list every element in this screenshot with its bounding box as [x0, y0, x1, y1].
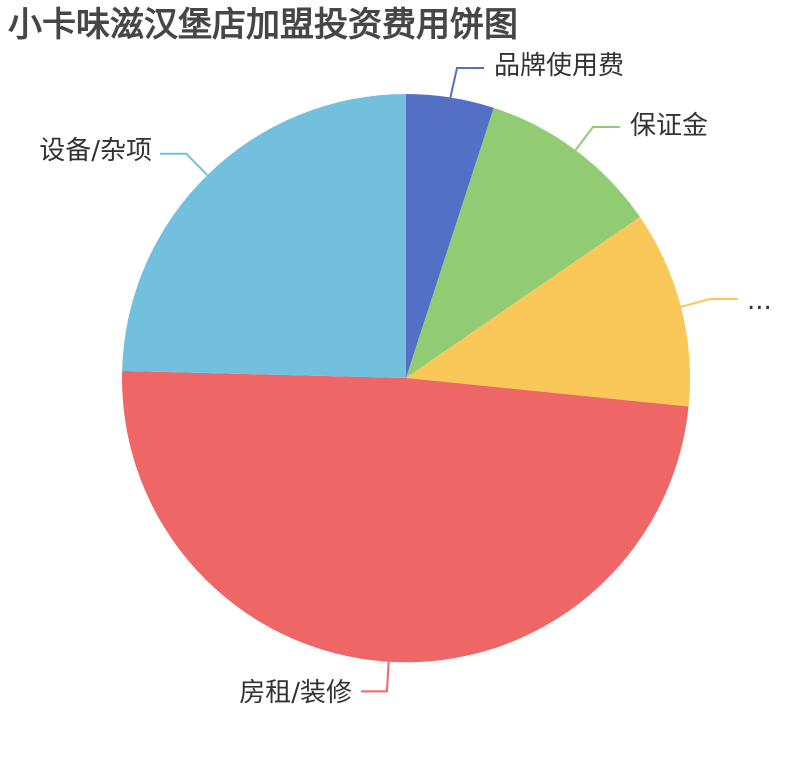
label-line [361, 661, 390, 693]
label-line [449, 67, 484, 98]
label-line [574, 126, 620, 151]
slice-label: 房租/装修 [239, 678, 352, 708]
pie-slice[interactable] [406, 107, 640, 379]
slice-label: 设备/杂项 [39, 136, 152, 166]
label-line [160, 152, 209, 176]
chart-title: 小卡味滋汉堡店加盟投资费用饼图 [8, 5, 518, 45]
slice-label: 品牌使用费 [494, 51, 624, 81]
pie-slice[interactable] [122, 370, 689, 663]
slice-label: ... [747, 286, 772, 316]
pie-slice[interactable] [122, 94, 406, 378]
pie-slice[interactable] [406, 94, 494, 378]
label-line [680, 298, 738, 308]
pie-slice[interactable] [406, 216, 691, 407]
slice-label: 保证金 [630, 111, 708, 141]
